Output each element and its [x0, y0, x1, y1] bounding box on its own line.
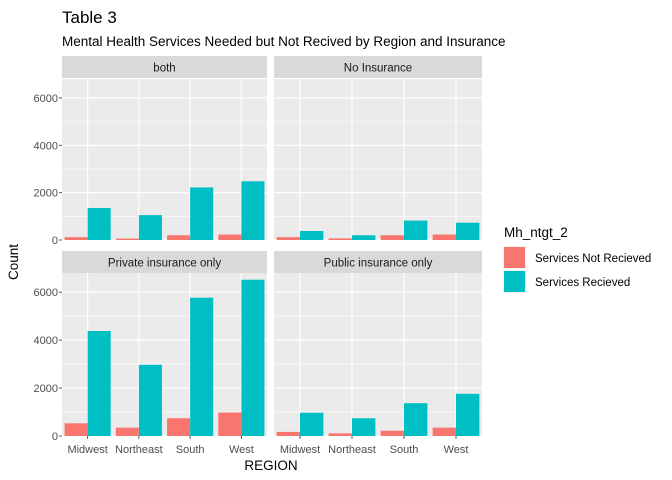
panel-background — [274, 79, 482, 240]
bar-services-recieved-midwest: Services Recieved Midwest: 970 — [300, 412, 324, 436]
facet-strip — [274, 56, 482, 78]
panel-private-insurance-only: Private insurance only Services Not Recie… — [34, 251, 267, 456]
facet-strip — [274, 251, 482, 273]
bar-services-not-recieved-south: Services Not Recieved South: 200 — [380, 235, 404, 240]
x-tick-label: Midwest — [67, 444, 107, 456]
bar-services-not-recieved-midwest: Services Not Recieved Midwest: 170 — [276, 431, 300, 436]
legend: Mh_ntgt_2 Services Not Recieved Services … — [503, 225, 651, 293]
bar-services-not-recieved-midwest: Services Not Recieved Midwest: 120 — [64, 237, 88, 240]
chart-title: Table 3 — [62, 8, 117, 27]
legend-swatch-services-not-recieved — [504, 247, 525, 268]
y-tick-label: 2000 — [34, 383, 58, 395]
bar-services-recieved-south: Services Recieved South: 2220 — [190, 187, 214, 240]
facet-label: Private insurance only — [108, 258, 221, 270]
x-axis-title: REGION — [244, 458, 297, 473]
facet-strip — [62, 56, 267, 78]
x-tick-label: South — [176, 444, 205, 456]
bar-services-not-recieved-midwest: Services Not Recieved Midwest: 530 — [64, 423, 88, 436]
bar-services-not-recieved-northeast: Services Not Recieved Northeast: 350 — [115, 427, 139, 436]
bar-services-not-recieved-northeast: Services Not Recieved Northeast: 60 — [115, 238, 139, 240]
bar-services-recieved-northeast: Services Recieved Northeast: 740 — [352, 418, 376, 436]
bar-services-not-recieved-west: Services Not Recieved West: 230 — [432, 234, 456, 240]
facet-label: both — [153, 63, 175, 75]
bar-services-recieved-south: Services Recieved South: 1370 — [404, 403, 428, 436]
bar-services-recieved-northeast: Services Recieved Northeast: 200 — [352, 235, 376, 240]
chart-subtitle: Mental Health Services Needed but Not Re… — [62, 34, 506, 49]
bar-services-recieved-northeast: Services Recieved Northeast: 1050 — [138, 215, 162, 240]
bar-services-recieved-west: Services Recieved West: 6520 — [241, 279, 265, 436]
panel-public-insurance-only: Public insurance only Services Not Reciev… — [274, 251, 482, 456]
bar-services-not-recieved-west: Services Not Recieved West: 230 — [218, 234, 242, 240]
bar-services-not-recieved-northeast: Services Not Recieved Northeast: 70 — [328, 238, 352, 240]
bar-services-not-recieved-midwest: Services Not Recieved Midwest: 120 — [276, 237, 300, 240]
y-axis-title: Count — [6, 244, 21, 280]
y-tick-label: 4000 — [34, 335, 58, 347]
bar-services-not-recieved-south: Services Not Recieved South: 220 — [380, 430, 404, 436]
x-tick-label: South — [390, 444, 419, 456]
y-tick-label: 6000 — [34, 287, 58, 299]
bar-services-recieved-west: Services Recieved West: 1760 — [456, 393, 480, 436]
bar-services-recieved-midwest: Services Recieved Midwest: 380 — [300, 231, 324, 240]
panel-background — [274, 273, 482, 436]
panel-both: bothServices Not Recieved Midwest: 120Se… — [34, 56, 267, 247]
legend-label-services-not-recieved: Services Not Recieved — [535, 253, 651, 265]
bar-services-recieved-midwest: Services Recieved Midwest: 1350 — [87, 208, 111, 240]
bar-services-recieved-west: Services Recieved West: 730 — [456, 222, 480, 240]
x-tick-label: West — [444, 444, 469, 456]
y-tick-label: 2000 — [34, 188, 58, 200]
bar-services-recieved-northeast: Services Recieved Northeast: 2970 — [138, 364, 162, 436]
y-tick-label: 4000 — [34, 140, 58, 152]
bar-services-not-recieved-south: Services Not Recieved South: 740 — [167, 418, 191, 436]
bar-services-not-recieved-northeast: Services Not Recieved Northeast: 110 — [328, 433, 352, 436]
facet-panels: bothServices Not Recieved Midwest: 120Se… — [34, 56, 482, 456]
x-tick-label: Midwest — [280, 444, 320, 456]
facet-strip — [62, 251, 267, 273]
y-tick-label: 0 — [52, 431, 58, 443]
bar-services-recieved-south: Services Recieved South: 820 — [404, 220, 428, 240]
legend-swatch-services-recieved — [504, 271, 525, 292]
y-tick-label: 6000 — [34, 93, 58, 105]
x-tick-label: West — [229, 444, 254, 456]
x-tick-label: Northeast — [115, 444, 163, 456]
legend-title: Mh_ntgt_2 — [504, 225, 568, 240]
bar-services-recieved-south: Services Recieved South: 5770 — [190, 297, 214, 436]
bar-services-recieved-midwest: Services Recieved Midwest: 4380 — [87, 331, 111, 436]
facet-label: No Insurance — [344, 63, 412, 75]
y-tick-label: 0 — [52, 235, 58, 247]
panel-no-insurance: No Insurance Services Not Recieved Midwes… — [274, 56, 482, 241]
bar-services-recieved-west: Services Recieved West: 2480 — [241, 181, 265, 240]
bar-services-not-recieved-south: Services Not Recieved South: 200 — [167, 235, 191, 240]
x-tick-label: Northeast — [328, 444, 376, 456]
bar-services-not-recieved-west: Services Not Recieved West: 350 — [432, 427, 456, 436]
legend-label-services-recieved: Services Recieved — [535, 277, 630, 289]
bar-services-not-recieved-west: Services Not Recieved West: 980 — [218, 412, 242, 436]
facet-label: Public insurance only — [324, 258, 433, 270]
